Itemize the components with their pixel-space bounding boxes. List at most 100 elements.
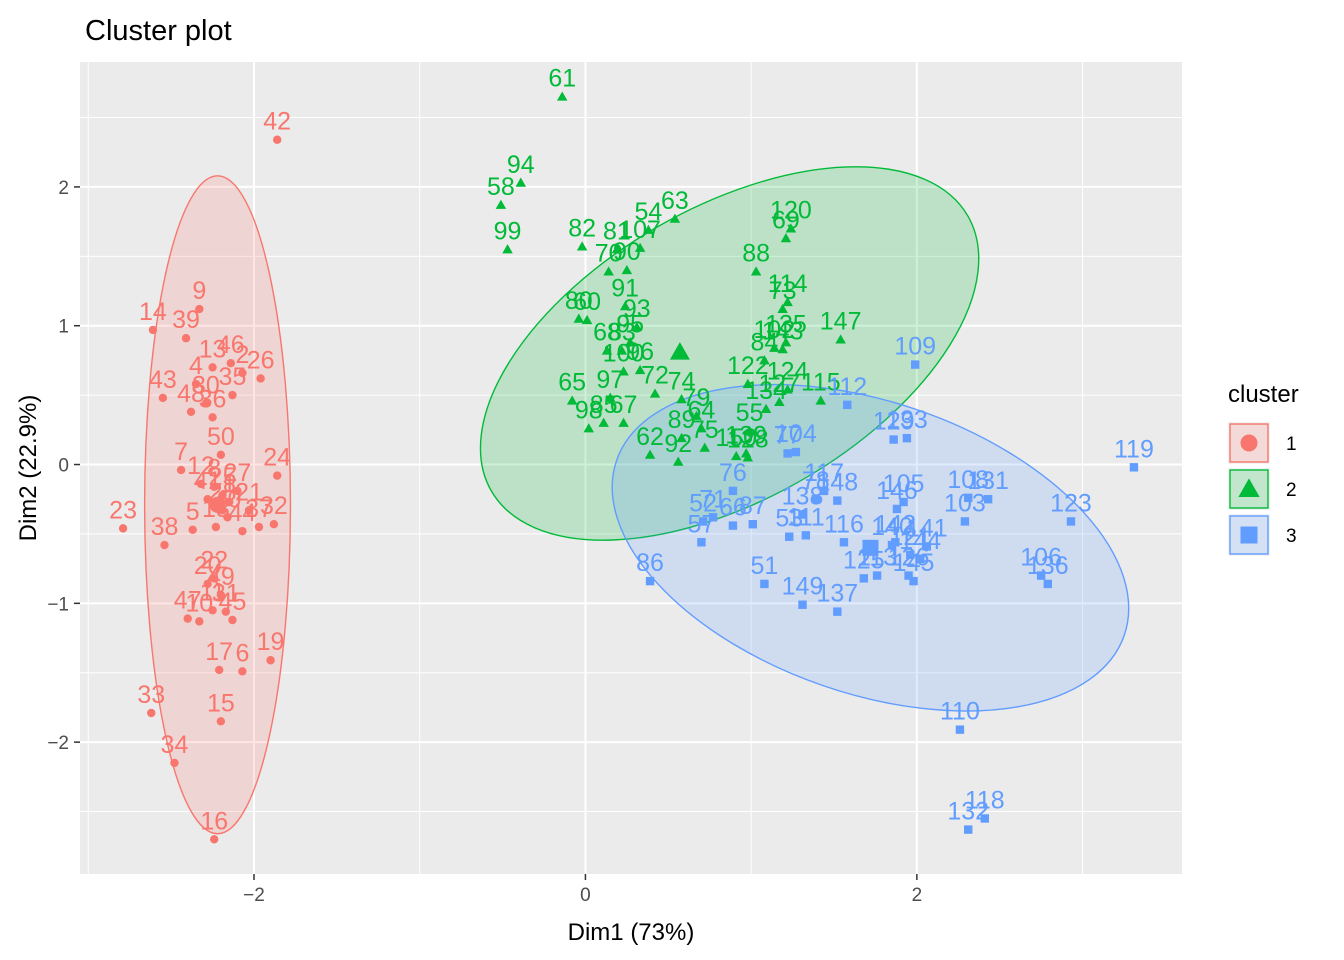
cluster-2-point [785, 223, 797, 233]
cluster-2-point [621, 264, 633, 275]
cluster-2-point [605, 392, 616, 402]
x-axis-title: Dim1 (73%) [568, 919, 695, 946]
point-label: 47 [174, 587, 202, 615]
point-label: 96 [626, 338, 654, 366]
legend-label: 1 [1286, 434, 1297, 455]
point-label: 119 [1114, 435, 1154, 463]
point-label: 72 [641, 362, 669, 390]
x-axis-ticks: −2 0 2 [243, 874, 922, 906]
point-label: 98 [575, 396, 603, 424]
point-label: 118 [965, 786, 1005, 814]
point-label: 115 [801, 369, 841, 397]
point-label: 63 [661, 187, 689, 215]
point-label: 17 [205, 638, 233, 666]
cluster-2-centroid [669, 342, 690, 360]
cluster-1-point [273, 135, 282, 144]
cluster-2-point [782, 296, 793, 307]
cluster-1-point [210, 835, 219, 844]
point-label: 44 [228, 499, 256, 527]
cluster-2-point [603, 266, 614, 276]
cluster-3-point [843, 400, 852, 410]
cluster-1-point [147, 708, 156, 718]
point-label: 75 [691, 416, 719, 444]
legend-key-box [1229, 469, 1269, 509]
point-label: 86 [636, 549, 664, 577]
cluster-2-point [699, 442, 710, 452]
cluster-2-point [759, 355, 770, 365]
cluster-3-point [964, 825, 973, 834]
point-label: 85 [590, 391, 618, 419]
point-label: 2 [235, 341, 249, 369]
point-label: 51 [750, 552, 778, 580]
cluster-1-point [266, 656, 275, 665]
cluster-2-point [515, 177, 527, 187]
point-label: 14 [139, 298, 167, 326]
cluster-1-point [158, 393, 168, 403]
point-label: 1 [222, 470, 236, 498]
cluster-3-point [892, 504, 902, 514]
point-label: 73 [769, 277, 797, 305]
point-label: 110 [940, 698, 980, 726]
cluster-1-point [238, 368, 247, 378]
point-label: 142 [874, 510, 916, 538]
cluster-2-point [556, 91, 568, 101]
cluster-1-point [244, 506, 254, 515]
point-label: 128 [727, 426, 769, 454]
cluster-1-point [183, 614, 192, 623]
point-label: 33 [137, 681, 165, 709]
cluster-1-point [228, 390, 237, 400]
cluster-2-point [598, 417, 609, 427]
cluster-3-point [798, 600, 807, 609]
point-label: 108 [947, 466, 989, 494]
cluster-3-point [748, 520, 757, 529]
cluster-1-point [216, 450, 226, 460]
point-label: 24 [263, 444, 291, 472]
point-label: 93 [623, 295, 651, 323]
point-label: 132 [947, 798, 989, 826]
point-label: 10 [185, 589, 213, 617]
cluster-2-point [611, 244, 623, 254]
cluster-1-centroid [209, 496, 226, 513]
cluster-1-point [216, 590, 226, 600]
point-label: 80 [565, 287, 593, 315]
point-label: 104 [775, 420, 817, 448]
cluster-1-point [254, 522, 264, 532]
point-label: 55 [736, 399, 764, 427]
cluster-1-point [215, 665, 224, 675]
point-label: 139 [725, 421, 767, 449]
cluster-3-point [909, 576, 918, 586]
cluster-3-point [798, 510, 807, 519]
point-label: 77 [774, 421, 802, 449]
cluster-2-point [634, 242, 646, 252]
point-label: 58 [487, 173, 515, 201]
cluster-1-point [195, 304, 204, 314]
cluster-1-point [218, 490, 227, 500]
point-label: 138 [782, 482, 824, 510]
legend-key-square [1240, 526, 1258, 544]
cluster-3-point [899, 497, 908, 507]
point-label: 54 [634, 198, 662, 226]
point-label: 81 [603, 217, 631, 245]
point-label: 38 [151, 513, 179, 541]
point-label: 137 [816, 580, 858, 608]
major-gridlines [80, 62, 1182, 874]
point-label: 87 [739, 492, 767, 520]
cluster-3-point [801, 531, 811, 540]
cluster-3-point [698, 517, 708, 526]
cluster-1-point [221, 607, 231, 616]
point-label: 91 [611, 274, 639, 302]
point-label: 27 [224, 459, 252, 487]
point-label: 19 [257, 628, 285, 656]
cluster-1-point [273, 471, 282, 480]
cluster-2-point [769, 342, 780, 352]
cluster-3-point [859, 574, 869, 583]
cluster-3-point [833, 607, 842, 616]
point-label: 20 [194, 552, 222, 580]
cluster-1-point [210, 574, 219, 583]
point-label: 16 [200, 807, 228, 835]
point-label: 140 [871, 513, 913, 541]
point-label: 133 [886, 406, 928, 434]
cluster-2-point [634, 364, 646, 375]
cluster-3-point [891, 538, 900, 547]
point-label: 13 [199, 335, 227, 363]
